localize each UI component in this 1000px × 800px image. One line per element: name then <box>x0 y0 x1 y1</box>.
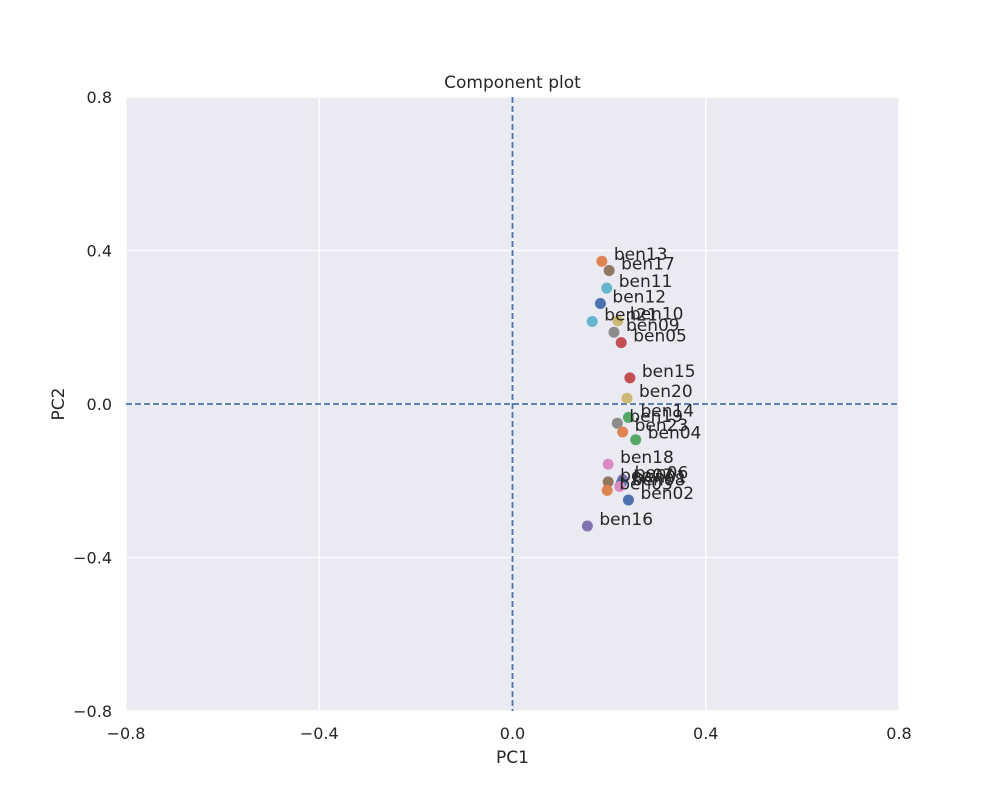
point-label-ben12: ben12 <box>612 287 666 307</box>
scatter-point-ben10 <box>612 315 624 327</box>
point-labels: ben13ben17ben11ben12ben21ben10ben09ben05… <box>599 245 701 530</box>
point-label-ben17: ben17 <box>621 254 675 274</box>
y-tick-label: −0.4 <box>73 549 112 568</box>
scatter-point-ben15 <box>624 372 636 384</box>
point-label-ben01: ben01 <box>633 467 687 487</box>
point-label-ben11: ben11 <box>619 272 673 292</box>
scatter-point-ben17 <box>603 264 615 276</box>
point-label-ben07: ben07 <box>620 466 674 486</box>
scatter-point-ben23 <box>617 426 629 438</box>
chart-title: Component plot <box>444 73 581 93</box>
point-label-ben10: ben10 <box>630 305 684 325</box>
point-label-ben18: ben18 <box>620 448 674 468</box>
point-label-ben16: ben16 <box>599 510 653 530</box>
point-label-ben06: ben06 <box>635 464 689 484</box>
scatter-point-ben18 <box>602 458 614 470</box>
point-label-ben15: ben15 <box>642 362 696 382</box>
point-label-ben13: ben13 <box>614 245 668 265</box>
scatter-point-ben11 <box>601 282 613 294</box>
y-tick-label: −0.8 <box>73 702 112 721</box>
scatter-point-ben12 <box>594 297 606 309</box>
point-label-ben03: ben03 <box>619 474 673 494</box>
point-label-ben21: ben21 <box>604 305 658 325</box>
x-axis-title: PC1 <box>496 748 529 768</box>
x-tick-label: 0.0 <box>500 724 525 743</box>
x-tick-labels: −0.8 −0.4 0.0 0.4 0.8 <box>107 724 912 743</box>
scatter-point-ben08 <box>614 481 626 493</box>
scatter-point-ben03 <box>601 484 613 496</box>
scatter-point-ben07 <box>602 476 614 488</box>
scatter-point-ben19 <box>611 417 623 429</box>
point-label-ben20: ben20 <box>639 382 693 402</box>
x-tick-label: −0.4 <box>300 724 339 743</box>
y-tick-label: 0.8 <box>87 88 112 107</box>
scatter-point-ben09 <box>608 326 620 338</box>
point-label-ben04: ben04 <box>648 424 702 444</box>
point-label-ben19: ben19 <box>629 407 683 427</box>
point-label-ben05: ben05 <box>633 327 687 347</box>
point-label-ben02: ben02 <box>640 484 694 504</box>
reference-lines <box>126 97 899 711</box>
data-points <box>581 255 642 532</box>
y-tick-label: 0.0 <box>87 395 112 414</box>
y-tick-labels: −0.8 −0.4 0.0 0.4 0.8 <box>73 88 112 721</box>
y-axis-title: PC2 <box>49 388 69 421</box>
x-tick-label: 0.8 <box>886 724 911 743</box>
x-tick-label: −0.8 <box>107 724 146 743</box>
point-label-ben23: ben23 <box>635 416 689 436</box>
scatter-point-ben02 <box>622 494 634 506</box>
scatter-point-ben05 <box>615 337 627 349</box>
x-tick-label: 0.4 <box>693 724 718 743</box>
point-label-ben09: ben09 <box>626 316 680 336</box>
point-label-ben08: ben08 <box>632 471 686 491</box>
scatter-point-ben20 <box>621 392 633 404</box>
scatter-point-ben13 <box>596 255 608 267</box>
scatter-point-ben16 <box>581 520 593 532</box>
y-tick-label: 0.4 <box>87 242 112 261</box>
point-label-ben14: ben14 <box>640 401 694 421</box>
scatter-point-ben21 <box>586 315 598 327</box>
scatter-point-ben04 <box>630 434 642 446</box>
scatter-point-ben14 <box>622 411 634 423</box>
